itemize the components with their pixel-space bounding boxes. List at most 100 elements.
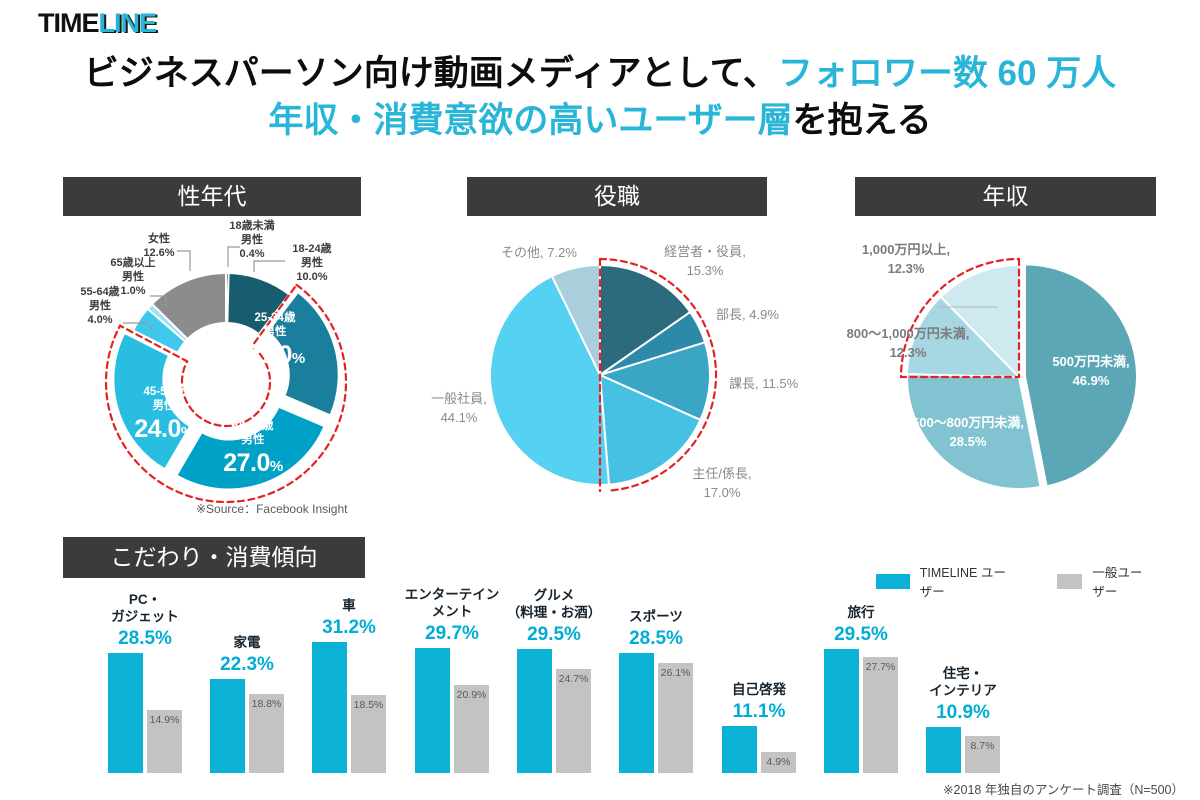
bar-category-label: 自己啓発: [732, 682, 786, 698]
donut-label-35-44: 35-44歳 男性 27.0%: [223, 420, 283, 477]
bar-timeline: [415, 648, 450, 773]
slice-一般社員: [489, 275, 610, 486]
bar-category-label: 家電: [233, 635, 261, 651]
title-line1: ビジネスパーソン向け動画メディアとして、フォロワー数 60 万人: [0, 50, 1200, 97]
bar-general: [965, 736, 1000, 773]
bar-timeline: [108, 653, 143, 773]
bar-timeline: [517, 649, 552, 773]
donut-label-under18: 18歳未満 男性 0.4%: [229, 220, 275, 260]
legend-item-general: 一般ユーザー: [1056, 562, 1152, 600]
bar-group-5: スポーツ 28.5% 26.1%: [619, 570, 693, 773]
legend-item-timeline: TIMELINE ユーザー: [876, 562, 1009, 600]
slice-800～1,000万円未満: [906, 295, 1020, 378]
title-line2-cyan: 年収・消費意欲の高いユーザー層: [268, 101, 793, 140]
bar-value-general: 27.7%: [865, 661, 896, 673]
pie-job-label-kacho: 課長11.5%: [729, 376, 798, 392]
bar-legend: TIMELINE ユーザー 一般ユーザー: [876, 562, 1200, 600]
bar-value-timeline: 29.7%: [425, 623, 479, 644]
bar-group-3: エンターテイン メント 29.7% 20.9%: [405, 570, 499, 773]
bar-value-timeline: 22.3%: [220, 654, 274, 675]
bar-timeline: [824, 649, 859, 773]
bar-value-general: 14.9%: [149, 714, 180, 726]
survey-footnote: ※2018 年独自のアンケート調査（N=500）: [943, 783, 1184, 797]
bar-general: [556, 669, 591, 773]
logo-part-cyan: LINE: [98, 8, 158, 38]
bar-value-general: 18.8%: [251, 698, 282, 710]
bar-category-label: 車: [342, 598, 356, 614]
bar-general: [351, 695, 386, 773]
bar-general: [147, 710, 182, 773]
slice-25-34歳男性: [266, 291, 340, 417]
bar-timeline: [619, 653, 654, 773]
slice-35-44歳男性: [175, 405, 326, 491]
slice-500万円未満: [1023, 263, 1138, 488]
legend-swatch-general: [1056, 573, 1083, 589]
pie-income-label-500-800: 500～800万円未満28.5%: [898, 415, 1038, 451]
bar-group-1: 家電 22.3% 18.8%: [210, 570, 284, 773]
bar-value-general: 18.5%: [353, 699, 384, 711]
bar-timeline: [210, 679, 245, 773]
slice-500～800万円未満: [906, 373, 1042, 490]
donut-label-25-34: 25-34歳 男性 21.0%: [245, 312, 305, 369]
slice-45-54歳男性: [112, 331, 192, 471]
legend-label-timeline: TIMELINE ユーザー: [919, 566, 1006, 599]
donut-label-65plus: 65歳以上 男性 1.0%: [110, 257, 156, 297]
section-header-age-gender: 性年代: [63, 177, 361, 216]
leader-55-64: [123, 322, 155, 332]
slice-18-24歳男性: [226, 272, 291, 336]
bar-category-label: スポーツ: [629, 609, 683, 625]
timeline-logo: TIMELINE: [38, 8, 158, 39]
bar-group-6: 自己啓発 11.1% 4.9%: [722, 570, 796, 773]
pie-income-label-under500: 500万円未満46.9%: [1036, 354, 1146, 390]
donut-label-55-64: 55-64歳 男性 4.0%: [80, 286, 120, 326]
bar-general: [454, 685, 489, 773]
bar-value-timeline: 28.5%: [118, 628, 172, 649]
slice-女性: [151, 272, 227, 341]
slice-課長: [599, 341, 711, 421]
source-note: ※Source：Facebook Insight: [196, 502, 348, 516]
section-header-job-title: 役職: [467, 177, 767, 216]
bar-category-label: 住宅・ インテリア: [929, 666, 997, 699]
bar-value-timeline: 10.9%: [936, 702, 990, 723]
bar-category-label: PC・ ガジェット: [111, 592, 179, 625]
section-header-preferences: こだわり・消費傾向: [63, 537, 365, 578]
bar-general: [863, 657, 898, 773]
bar-value-timeline: 31.2%: [322, 617, 376, 638]
bar-value-general: 20.9%: [456, 689, 487, 701]
pie-job-label-executive: 経営者・役員15.3%: [650, 244, 760, 280]
bar-general: [249, 694, 284, 773]
bar-group-2: 車 31.2% 18.5%: [312, 570, 386, 773]
title-line1-cyan: フォロワー数 60 万人: [777, 54, 1117, 93]
bar-group-8: 住宅・ インテリア 10.9% 8.7%: [926, 570, 1000, 773]
leader-18-24: [253, 260, 285, 272]
bar-timeline: [926, 727, 961, 773]
bar-value-timeline: 29.5%: [527, 624, 581, 645]
pie-job-label-other: その他7.2%: [501, 245, 577, 261]
bar-value-general: 4.9%: [766, 756, 791, 768]
title-line1-black: ビジネスパーソン向け動画メディアとして、: [83, 54, 778, 93]
bar-value-timeline: 29.5%: [834, 624, 888, 645]
slice-1,000万円以上: [939, 264, 1020, 378]
leader-female: [177, 250, 191, 271]
legend-swatch-timeline: [876, 573, 910, 589]
bar-category-label: 旅行: [847, 605, 875, 621]
highlight-dash-age-gender: [104, 283, 348, 504]
donut-label-45-54: 45-54歳 男性 24.0%: [134, 386, 194, 443]
leader-under18: [227, 246, 240, 267]
pie-job-label-shunin: 主任/係長17.0%: [676, 466, 768, 502]
legend-label-general: 一般ユーザー: [1092, 566, 1143, 599]
pie-job-label-bucho: 部長4.9%: [716, 307, 779, 323]
bar-value-timeline: 11.1%: [732, 701, 786, 722]
pie-income-label-800-1000: 800～1,000万円未満12.3%: [838, 326, 978, 362]
bar-group-7: 旅行 29.5% 27.7%: [824, 570, 898, 773]
preferences-bar-chart: PC・ ガジェット 28.5% 14.9% 家電 22.3% 18.8% 車 31.2% 18.…: [0, 570, 1200, 773]
bar-general: [658, 663, 693, 773]
leader-65plus: [150, 295, 167, 306]
slice-経営者・役員: [599, 264, 692, 376]
pie-income-label-over1000: 1,000万円以上12.3%: [846, 242, 966, 278]
bar-group-4: グルメ （料理・お酒） 29.5% 24.7%: [507, 570, 601, 773]
bar-group-0: PC・ ガジェット 28.5% 14.9%: [108, 570, 182, 773]
highlight-dash-income: [899, 257, 1021, 379]
